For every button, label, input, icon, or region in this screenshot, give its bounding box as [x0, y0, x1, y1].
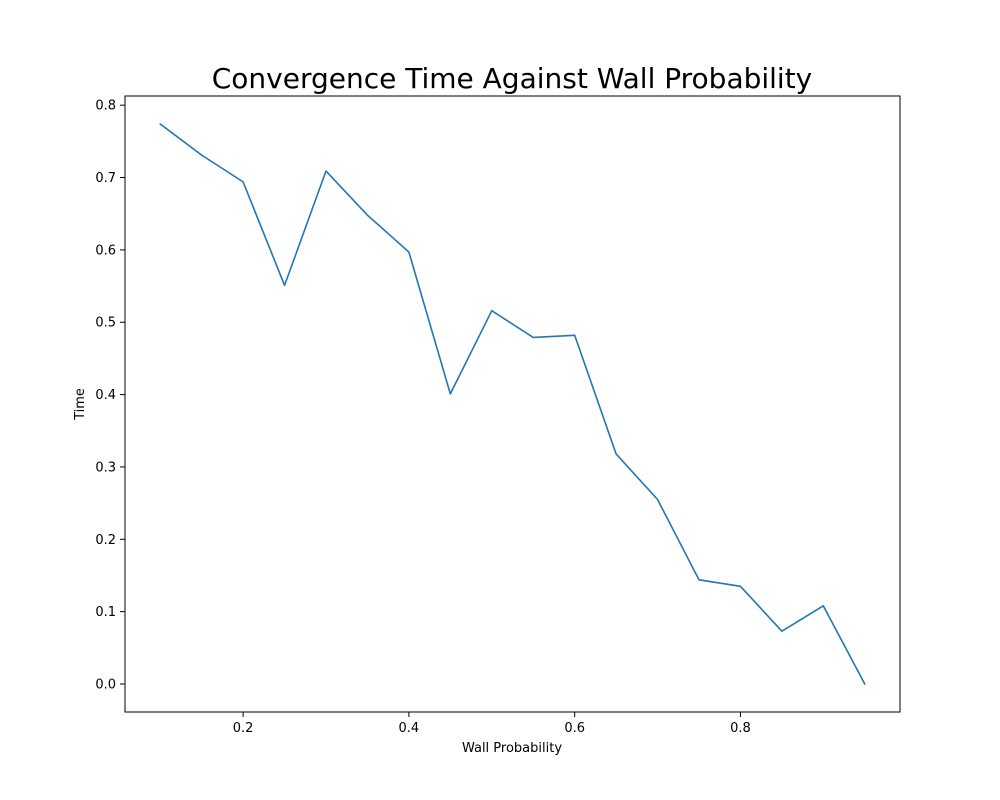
y-tick-label: 0.6	[95, 243, 116, 258]
y-tick-label: 0.2	[95, 533, 116, 548]
x-tick-label: 0.4	[399, 721, 420, 736]
x-tick-label: 0.8	[730, 721, 751, 736]
x-axis: 0.2 0.4 0.6 0.8	[233, 712, 751, 736]
y-axis: 0.0 0.1 0.2 0.3 0.4 0.5 0.6 0.7 0.8	[95, 99, 125, 693]
x-tick-label: 0.2	[233, 721, 254, 736]
y-tick-label: 0.5	[95, 316, 116, 331]
axes-frame	[124, 95, 901, 713]
y-tick-label: 0.4	[95, 388, 116, 403]
y-axis-label: Time	[73, 388, 88, 421]
plot-area	[159, 123, 866, 685]
chart-title: Convergence Time Against Wall Probabilit…	[212, 62, 813, 95]
y-tick-label: 0.3	[95, 460, 116, 475]
y-tick-label: 0.7	[95, 171, 116, 186]
x-tick-label: 0.6	[564, 721, 585, 736]
series-line	[159, 123, 866, 685]
y-tick-label: 0.1	[95, 605, 116, 620]
y-tick-label: 0.0	[95, 678, 116, 693]
y-tick-label: 0.8	[95, 99, 116, 114]
x-axis-label: Wall Probability	[462, 741, 562, 756]
